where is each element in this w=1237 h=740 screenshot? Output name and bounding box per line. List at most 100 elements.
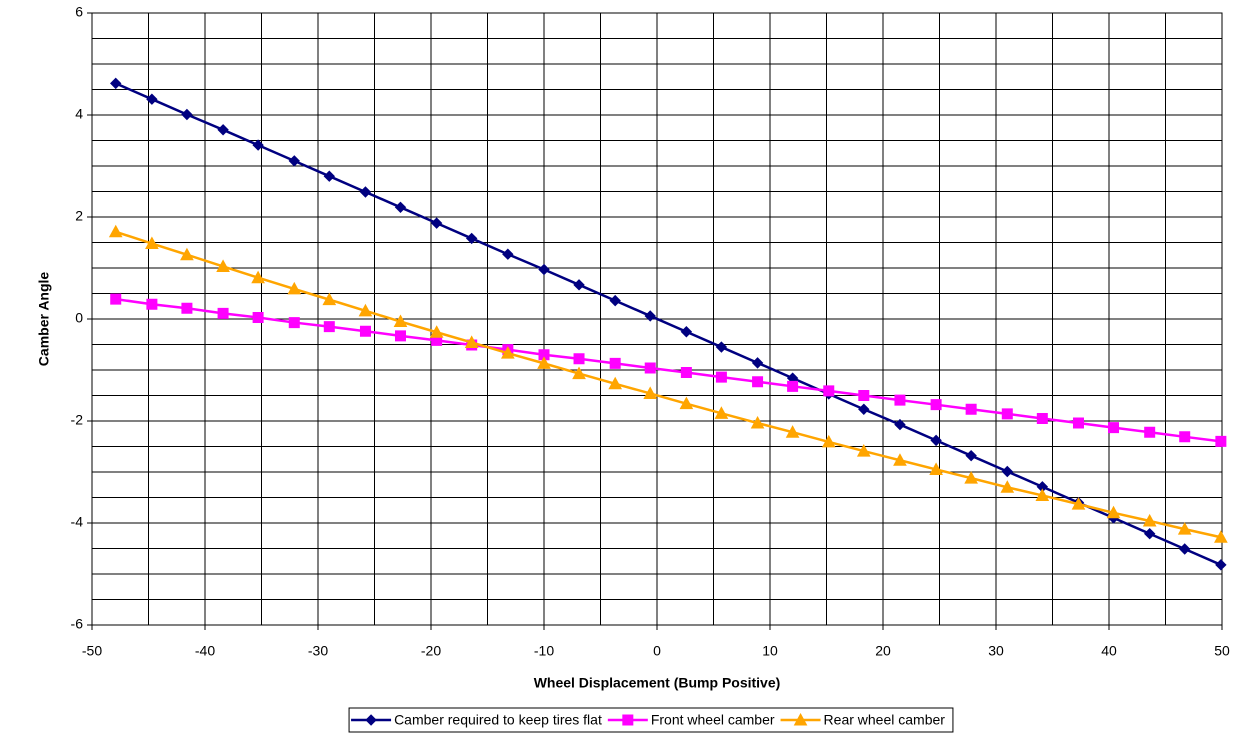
x-tick-label: 50 xyxy=(1214,643,1230,659)
marker xyxy=(1179,431,1191,443)
marker xyxy=(288,317,300,329)
marker xyxy=(1001,408,1013,420)
marker xyxy=(965,403,977,415)
marker xyxy=(930,434,942,447)
marker xyxy=(251,270,265,284)
marker xyxy=(430,217,443,229)
marker xyxy=(359,325,371,337)
marker xyxy=(1072,417,1084,429)
marker xyxy=(858,390,870,401)
marker xyxy=(393,314,408,328)
marker xyxy=(1214,530,1228,543)
marker xyxy=(821,434,836,448)
marker xyxy=(608,376,623,390)
marker xyxy=(538,263,550,276)
marker xyxy=(146,298,158,310)
marker xyxy=(965,449,977,462)
series-line xyxy=(115,82,1222,566)
marker xyxy=(644,310,656,322)
marker xyxy=(1071,497,1086,510)
y-tick-label: 2 xyxy=(75,208,83,224)
x-tick-label: -40 xyxy=(195,643,215,659)
x-tick-label: 10 xyxy=(762,643,778,659)
marker xyxy=(464,335,479,348)
marker xyxy=(823,385,835,397)
marker xyxy=(609,294,621,307)
marker xyxy=(288,155,300,167)
marker xyxy=(323,321,335,333)
marker xyxy=(465,232,478,245)
marker xyxy=(715,341,728,353)
marker xyxy=(1036,412,1048,424)
marker xyxy=(429,325,444,338)
marker xyxy=(644,362,656,374)
x-tick-label: 40 xyxy=(1101,643,1117,659)
marker xyxy=(110,77,122,90)
marker xyxy=(287,281,302,295)
series-line xyxy=(115,297,1222,443)
y-axis-label: Camber Angle xyxy=(36,272,52,367)
marker xyxy=(785,425,800,438)
marker xyxy=(217,124,229,136)
marker xyxy=(1106,505,1121,519)
marker xyxy=(679,396,694,410)
marker xyxy=(110,293,122,305)
marker xyxy=(180,247,194,261)
marker xyxy=(359,186,372,198)
marker xyxy=(858,403,870,415)
marker xyxy=(1143,528,1156,540)
legend-label: Front wheel camber xyxy=(651,712,775,728)
legend-label: Camber required to keep tires flat xyxy=(394,712,602,728)
marker xyxy=(787,380,799,392)
marker xyxy=(680,367,692,379)
legend-label: Rear wheel camber xyxy=(824,712,946,728)
legend-marker xyxy=(793,712,808,726)
marker xyxy=(643,386,658,399)
marker xyxy=(1108,422,1120,434)
y-tick-label: 6 xyxy=(75,4,83,20)
marker xyxy=(573,353,585,365)
marker xyxy=(572,366,586,380)
legend: Camber required to keep tires flat Front … xyxy=(348,707,954,733)
marker xyxy=(394,330,406,342)
y-tick-label: -4 xyxy=(71,514,84,530)
marker xyxy=(894,394,906,406)
marker xyxy=(930,399,942,411)
marker xyxy=(146,93,158,105)
marker xyxy=(856,444,871,457)
legend-marker xyxy=(622,714,634,726)
marker xyxy=(752,376,764,388)
marker xyxy=(502,248,514,260)
marker xyxy=(323,170,336,182)
x-tick-label: -20 xyxy=(421,643,441,659)
marker xyxy=(538,349,550,361)
marker xyxy=(181,302,193,314)
y-tick-label: -2 xyxy=(71,412,84,428)
marker xyxy=(322,292,337,306)
y-tick-label: 4 xyxy=(75,106,83,122)
marker xyxy=(1035,488,1050,501)
x-tick-label: 30 xyxy=(988,643,1004,659)
marker xyxy=(715,371,727,383)
y-tick-label: 0 xyxy=(75,310,83,326)
y-tick-label: -6 xyxy=(71,616,84,632)
marker xyxy=(894,418,906,431)
marker xyxy=(1215,435,1227,447)
marker xyxy=(893,453,907,466)
marker xyxy=(750,415,765,429)
x-tick-label: -50 xyxy=(82,643,102,659)
marker xyxy=(252,139,264,151)
marker xyxy=(964,471,978,484)
marker xyxy=(394,201,407,214)
marker xyxy=(358,303,373,317)
marker xyxy=(1215,559,1227,571)
marker xyxy=(929,462,943,475)
x-tick-label: -10 xyxy=(534,643,554,659)
marker xyxy=(573,279,585,291)
marker xyxy=(1144,426,1156,438)
marker xyxy=(1177,522,1192,535)
marker xyxy=(680,326,693,338)
x-tick-label: 0 xyxy=(653,643,661,659)
series-line xyxy=(115,230,1222,539)
